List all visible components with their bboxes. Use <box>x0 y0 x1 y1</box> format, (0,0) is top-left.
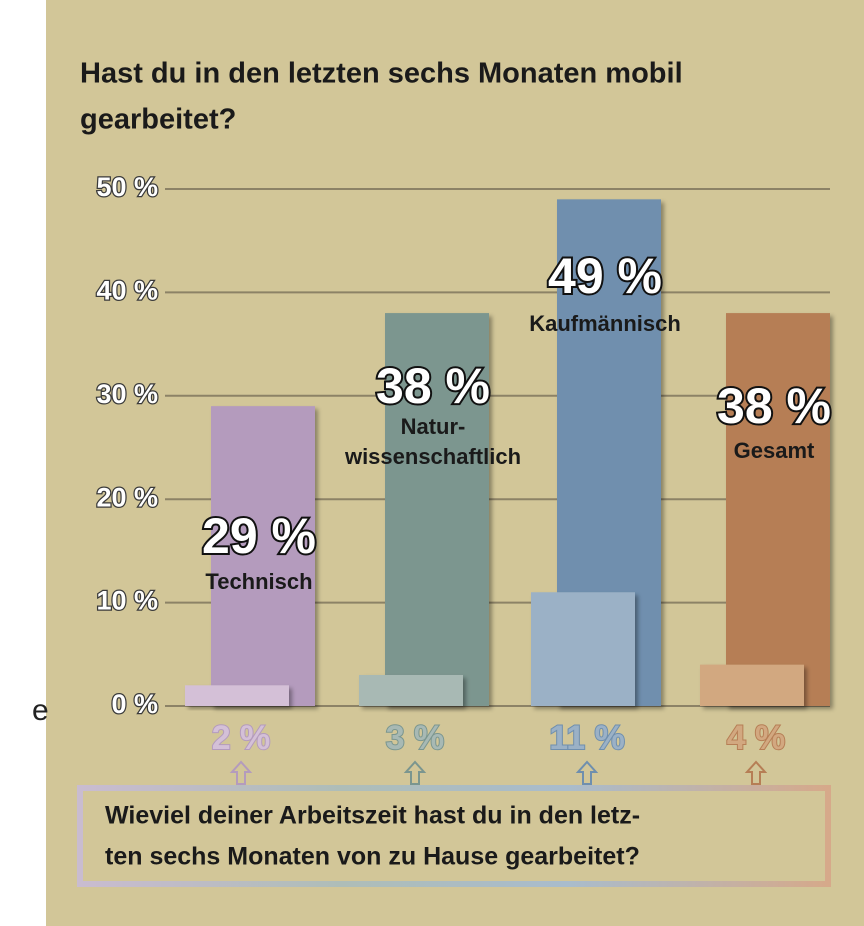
chart-title: gearbeitet? <box>80 104 236 136</box>
value-label: 4 % <box>727 719 786 757</box>
y-tick-label: 0 % <box>111 689 158 719</box>
question-text: ten sechs Monaten von zu Hause gearbeite… <box>105 843 640 871</box>
category-label: Natur-wissenschaftlich <box>344 414 521 469</box>
question-text: Wieviel deiner Arbeitszeit hast du in de… <box>105 802 640 830</box>
bar <box>211 406 315 706</box>
arrow <box>229 760 253 785</box>
value-label: 11 % <box>549 719 625 757</box>
value-label: 2 % <box>212 719 271 757</box>
bar <box>531 592 635 706</box>
category-label-line: wissenschaftlich <box>344 444 521 469</box>
y-tick-label: 30 % <box>96 379 158 409</box>
category-label: Gesamt <box>734 438 815 463</box>
bar <box>726 313 830 706</box>
value-label: 3 % <box>386 719 445 757</box>
bar <box>185 685 289 706</box>
category-label: Technisch <box>205 569 312 594</box>
category-label-line: Natur- <box>401 414 466 439</box>
arrow <box>575 760 599 785</box>
fragment-text: e <box>32 694 49 727</box>
value-label: 38 % <box>376 358 490 414</box>
y-tick-label: 20 % <box>96 482 158 512</box>
y-tick-label: 50 % <box>96 172 158 202</box>
arrow <box>403 760 427 785</box>
category-label: Kaufmännisch <box>529 311 681 336</box>
value-label: 38 % <box>717 378 831 434</box>
arrow <box>744 760 768 785</box>
bar <box>700 664 804 706</box>
value-label: 29 % <box>202 508 316 564</box>
chart-title: Hast du in den letzten sechs Monaten mob… <box>80 58 683 90</box>
y-tick-label: 10 % <box>96 586 158 616</box>
y-tick-label: 40 % <box>96 276 158 306</box>
question-box <box>77 785 831 887</box>
bar <box>359 674 463 706</box>
bar <box>385 313 489 706</box>
value-label: 49 % <box>548 248 662 304</box>
